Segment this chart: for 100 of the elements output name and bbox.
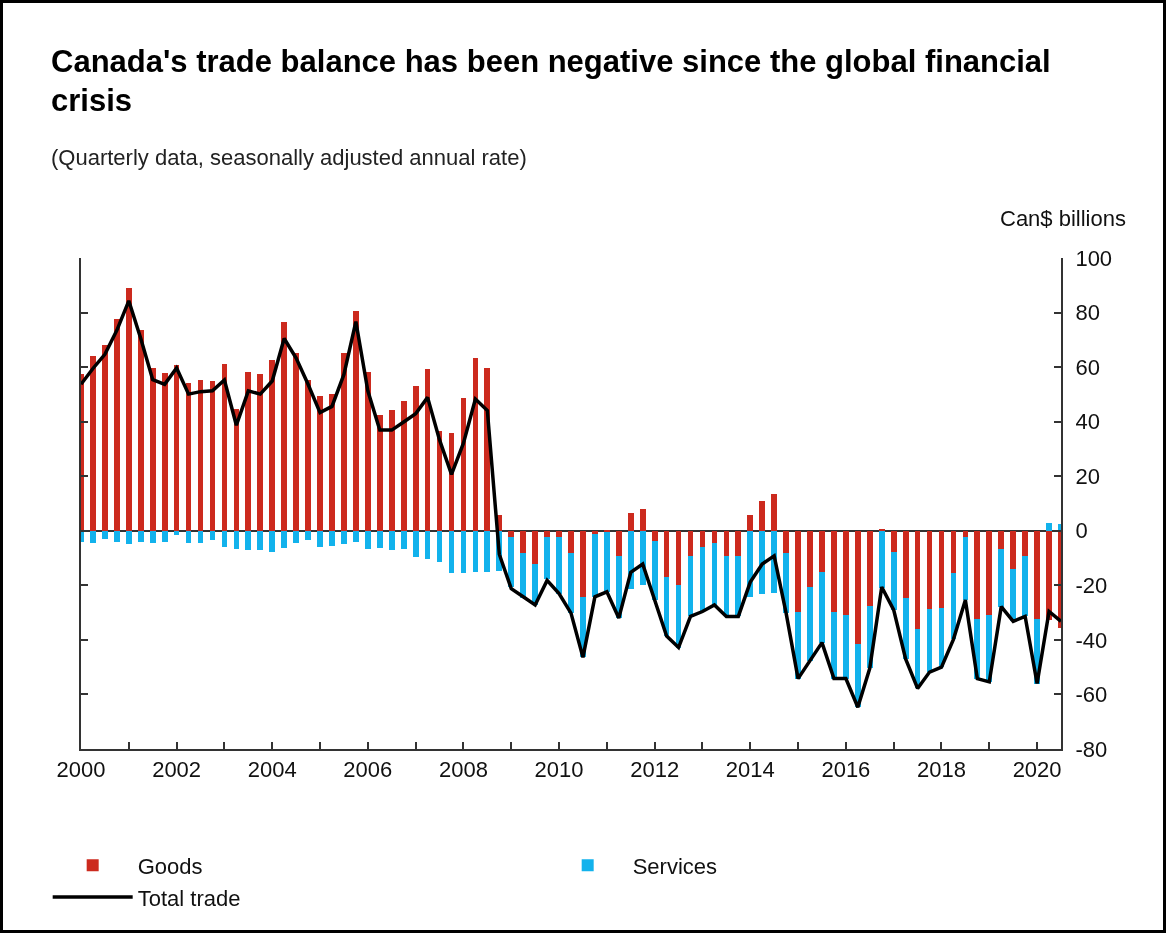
bar [688,556,693,616]
bar [819,531,825,572]
y-tick-label: 20 [1075,463,1100,489]
x-tick-label: 2006 [343,757,393,783]
bar [329,394,335,531]
bar [652,531,658,541]
bar [198,531,203,543]
bar [1034,531,1040,619]
x-tick-label: 2018 [917,757,966,783]
line-series [81,299,1061,710]
bar [305,380,311,531]
bar [461,531,466,573]
bar [305,531,311,540]
bar [735,531,741,556]
bar [234,409,239,531]
bar [700,531,705,547]
bar [210,381,215,531]
bar [102,531,108,539]
bar [867,531,873,606]
legend-label: Services [632,853,718,879]
bar [353,531,359,542]
bar [520,553,526,598]
bar [855,531,861,644]
bar [640,509,646,531]
bar [90,531,96,543]
bar [341,531,347,544]
bar [198,380,203,531]
bar [484,531,490,572]
bar [676,585,681,648]
bar [951,531,956,573]
bar [592,534,598,597]
bar [724,531,729,556]
bar [269,531,275,552]
bar [819,572,825,643]
bar [174,531,179,535]
bar [1046,523,1052,531]
bar [389,410,395,531]
x-tick-label: 2000 [56,757,106,783]
bar [592,531,598,534]
bar [245,372,251,531]
bar [580,531,586,597]
bar [951,573,956,639]
bar [1010,531,1016,569]
bar [102,345,108,531]
x-tick-label: 2012 [630,757,680,783]
bar [473,531,478,572]
x-tick-label: 2008 [438,757,488,783]
bar [939,608,944,667]
bar [90,356,96,531]
bar [771,494,777,531]
chart-subtitle: (Quarterly data, seasonally adjusted annual rate) [51,145,527,171]
bar [963,531,968,537]
y-tick-label: -20 [1075,573,1108,599]
y-tick-label: -80 [1075,736,1108,762]
bar [257,374,263,531]
bar [676,531,681,585]
bar [377,531,383,548]
y-tick-label: 100 [1075,245,1113,271]
y-tick-label: 0 [1075,518,1088,544]
x-tick-label: 2020 [1012,757,1062,783]
bar [329,531,335,546]
bar [556,537,562,594]
bar [712,531,717,543]
x-tick-label: 2016 [821,757,871,783]
bar [413,386,419,531]
bar [222,531,227,547]
bar [759,531,765,594]
bar [652,541,658,600]
legend-label: Goods [137,853,203,879]
bar [986,531,992,615]
bar [735,556,741,616]
bar [317,396,323,531]
bar [401,531,407,549]
chart-title: Canada's trade balance has been negative since the global financial crisis [51,43,1052,120]
bar [473,358,478,531]
bar [747,515,753,531]
bar [425,531,430,559]
bar [114,531,120,542]
bar [186,531,191,543]
bar [616,531,622,556]
bar [126,531,132,544]
bar [795,531,801,612]
y-tick-label: -40 [1075,627,1108,653]
bar [138,531,144,542]
bar [700,547,705,612]
bar [293,353,299,531]
bar [150,368,156,531]
bar [604,532,610,592]
bar [210,531,215,540]
bar [724,556,729,616]
bar [353,311,359,531]
y-axis-title: Can$ billions [1000,206,1126,231]
bar [556,531,562,537]
bar [843,531,849,615]
bar [939,531,944,608]
bar [413,531,419,557]
bar [664,531,669,577]
bar [377,415,383,531]
bar [234,531,239,549]
bar [293,531,299,543]
